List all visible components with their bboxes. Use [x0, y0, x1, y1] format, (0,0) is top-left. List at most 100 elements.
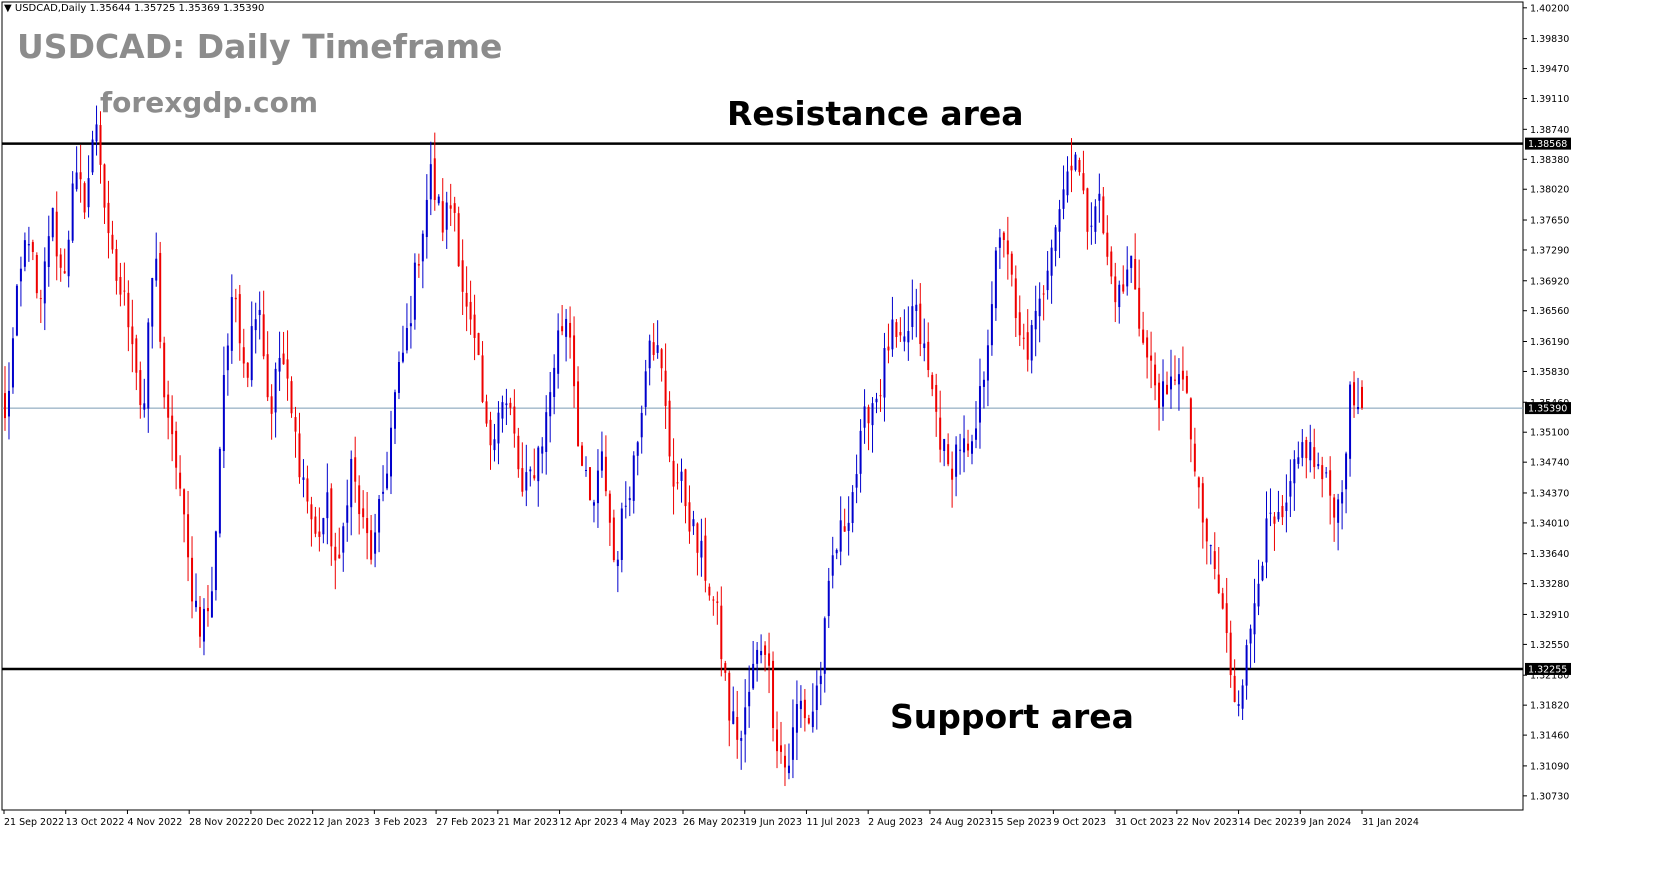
- price-tick-label: 1.38740: [1530, 125, 1569, 136]
- candle-body: [700, 540, 703, 558]
- candle-body: [1018, 312, 1021, 336]
- time-tick-label: 24 Aug 2023: [930, 817, 991, 828]
- triangle-down-icon[interactable]: ▼: [4, 3, 12, 14]
- candle-body: [1142, 329, 1145, 343]
- candle-body: [951, 468, 954, 480]
- level-price-tag: [1525, 662, 1571, 675]
- candle-body: [1169, 376, 1172, 390]
- candle-body: [569, 322, 572, 338]
- candle-body: [35, 254, 38, 294]
- candle-body: [1209, 545, 1212, 547]
- candle-body: [1361, 386, 1363, 409]
- candle-body: [640, 412, 643, 438]
- candle-body: [4, 393, 6, 419]
- candle-body: [1162, 381, 1165, 407]
- candle-body: [1030, 325, 1033, 361]
- time-tick-label: 27 Feb 2023: [436, 817, 495, 828]
- candle-body: [895, 322, 898, 338]
- candle-body: [1265, 518, 1268, 563]
- candle-body: [1158, 382, 1161, 409]
- candle-body: [115, 248, 118, 281]
- candle-body: [1074, 154, 1077, 170]
- candle-body: [620, 508, 623, 560]
- candle-body: [1193, 443, 1196, 472]
- price-tick-label: 1.31460: [1530, 731, 1569, 742]
- candle-body: [1325, 472, 1328, 474]
- candle-body: [362, 508, 365, 518]
- candle-body: [155, 258, 158, 281]
- candle-body: [509, 402, 512, 408]
- candle-body: [1114, 276, 1117, 303]
- candle-body: [453, 203, 456, 213]
- time-tick-label: 15 Sep 2023: [992, 817, 1052, 828]
- candle-body: [779, 745, 782, 752]
- candle-body: [545, 412, 548, 452]
- candle-body: [1038, 298, 1041, 317]
- candle-body: [1297, 457, 1300, 464]
- candle-body: [1201, 483, 1204, 523]
- candle-body: [425, 199, 428, 238]
- candle-body: [855, 474, 858, 488]
- candle-body: [214, 531, 217, 591]
- symbol-info-bar[interactable]: ▼ USDCAD,Daily 1.35644 1.35725 1.35369 1…: [4, 3, 264, 14]
- candle-body: [346, 505, 349, 523]
- candle-body: [513, 406, 516, 434]
- candle-body: [242, 347, 245, 364]
- candle-body: [859, 430, 862, 474]
- candle-body: [1138, 287, 1141, 329]
- time-tick-label: 21 Mar 2023: [498, 817, 558, 828]
- candle-body: [1321, 465, 1324, 480]
- candle-body: [1249, 628, 1252, 644]
- candle-body: [206, 608, 209, 612]
- candle-body: [811, 711, 814, 728]
- candle-body: [612, 517, 615, 561]
- candle-body: [1353, 382, 1356, 406]
- candle-body: [660, 349, 663, 369]
- candle-body: [202, 608, 205, 642]
- candle-body: [1277, 511, 1280, 520]
- candle-body: [704, 535, 707, 581]
- candle-body: [111, 234, 114, 250]
- time-tick-label: 11 Jul 2023: [806, 817, 860, 828]
- candle-body: [644, 371, 647, 407]
- candle-body: [195, 600, 198, 608]
- candle-body: [1341, 492, 1344, 504]
- candle-body: [907, 331, 910, 343]
- candle-body: [978, 386, 981, 423]
- candle-body: [465, 292, 468, 307]
- candle-body: [887, 346, 890, 351]
- candle-body: [143, 403, 146, 410]
- candle-body: [1305, 439, 1308, 459]
- candle-body: [358, 485, 361, 515]
- candle-body: [159, 252, 162, 342]
- candle-body: [390, 427, 393, 477]
- candle-body: [1233, 675, 1236, 702]
- candle-body: [95, 124, 98, 142]
- candle-body: [87, 178, 90, 208]
- candle-body: [955, 444, 958, 477]
- candle-body: [1014, 278, 1017, 319]
- candle-body: [1281, 505, 1284, 518]
- candle-body: [437, 196, 440, 204]
- candle-body: [867, 406, 870, 424]
- candle-body: [1082, 173, 1085, 191]
- candle-body: [1285, 502, 1288, 511]
- site-watermark: forexgdp.com: [100, 86, 319, 119]
- candle-body: [974, 428, 977, 440]
- candle-body: [1289, 481, 1292, 497]
- candle-body: [489, 419, 492, 446]
- candle-body: [947, 444, 950, 465]
- candle-body: [585, 469, 588, 471]
- candle-body: [1181, 370, 1184, 380]
- candle-body: [596, 470, 599, 504]
- candle-body: [354, 457, 357, 482]
- candle-body: [680, 471, 683, 481]
- candle-body: [429, 164, 432, 200]
- candle-body: [226, 345, 229, 371]
- candle-body: [1166, 384, 1169, 394]
- candle-body: [1154, 364, 1157, 386]
- candle-body: [843, 526, 846, 532]
- candle-body: [218, 448, 221, 534]
- candle-body: [652, 342, 655, 355]
